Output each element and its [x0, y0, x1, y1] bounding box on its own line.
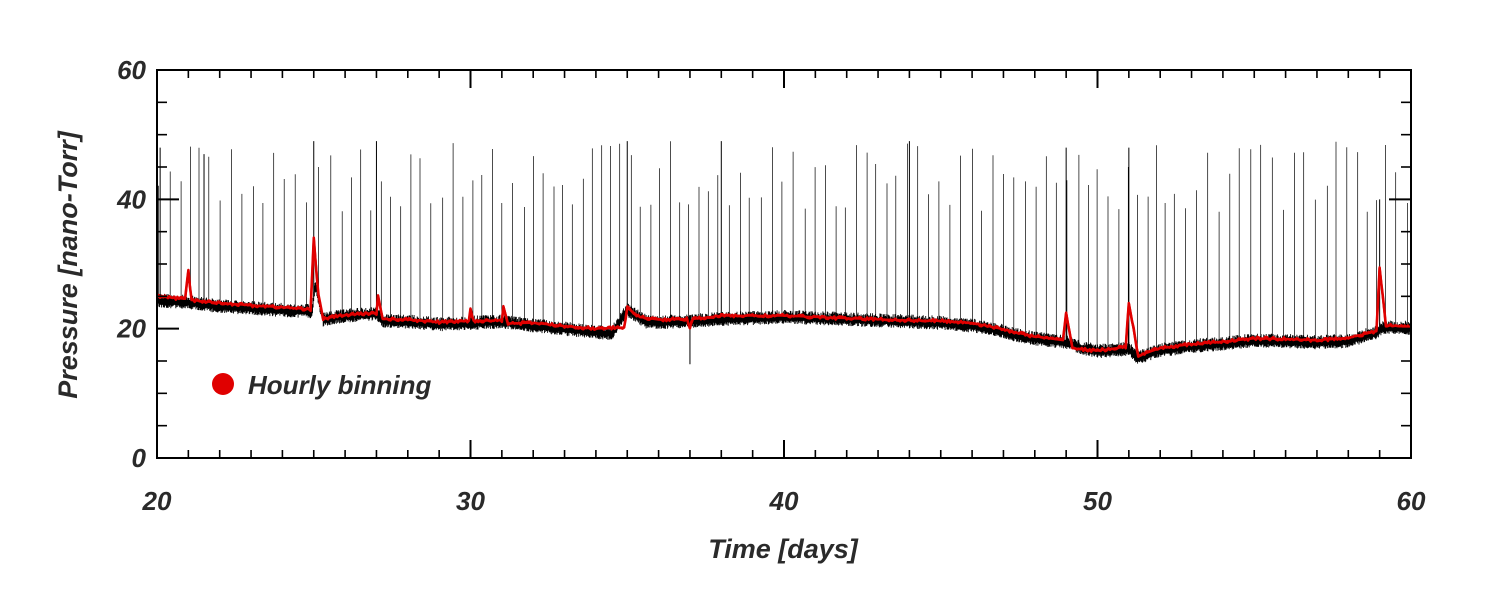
legend: Hourly binning [212, 370, 432, 400]
y-axis-title: Pressure [nano-Torr] [53, 130, 83, 399]
raw-series-layer [156, 141, 1412, 365]
hourly-binning-line [156, 236, 1412, 358]
hourly-binning-peaks [156, 237, 1412, 357]
x-tick-label: 20 [142, 486, 172, 516]
axes-layer: 20 30 40 50 60 0 20 40 60 [116, 55, 1426, 516]
x-axis-title: Time [days] [708, 534, 859, 564]
x-tick-label: 50 [1083, 486, 1112, 516]
y-tick-label: 0 [132, 443, 147, 473]
hourly-series-layer [156, 236, 1412, 358]
raw-series-band [156, 282, 1412, 364]
legend-marker-hourly [212, 373, 234, 395]
y-tick-label: 60 [117, 55, 146, 85]
x-tick-label: 60 [1397, 486, 1426, 516]
x-tick-label: 30 [456, 486, 485, 516]
y-tick-label: 40 [116, 184, 146, 214]
x-tick-label: 40 [769, 486, 799, 516]
raw-series-spikes [158, 141, 1408, 357]
y-tick-label: 20 [116, 314, 146, 344]
legend-label-hourly: Hourly binning [248, 370, 432, 400]
